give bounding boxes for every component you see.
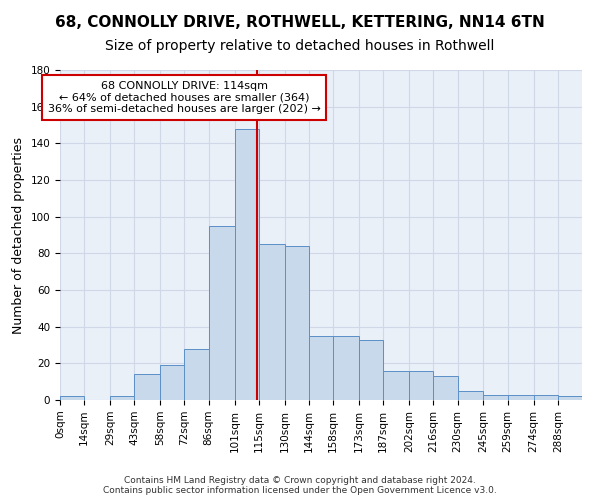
Text: 68, CONNOLLY DRIVE, ROTHWELL, KETTERING, NN14 6TN: 68, CONNOLLY DRIVE, ROTHWELL, KETTERING,… <box>55 15 545 30</box>
Bar <box>160 365 184 400</box>
Bar <box>458 391 484 400</box>
Bar <box>134 374 160 400</box>
Bar <box>184 348 209 400</box>
Bar <box>309 336 333 400</box>
Bar <box>60 396 84 400</box>
Y-axis label: Number of detached properties: Number of detached properties <box>12 136 25 334</box>
Bar <box>285 246 309 400</box>
Bar <box>533 394 558 400</box>
Bar <box>484 394 508 400</box>
Bar <box>433 376 458 400</box>
Bar <box>508 394 533 400</box>
Text: 68 CONNOLLY DRIVE: 114sqm
← 64% of detached houses are smaller (364)
36% of semi: 68 CONNOLLY DRIVE: 114sqm ← 64% of detac… <box>48 81 321 114</box>
Bar <box>110 396 134 400</box>
Text: Contains HM Land Registry data © Crown copyright and database right 2024.
Contai: Contains HM Land Registry data © Crown c… <box>103 476 497 495</box>
Bar <box>259 244 285 400</box>
Bar <box>333 336 359 400</box>
Text: Size of property relative to detached houses in Rothwell: Size of property relative to detached ho… <box>106 39 494 53</box>
Bar <box>209 226 235 400</box>
Bar <box>558 396 582 400</box>
Bar <box>359 340 383 400</box>
Bar <box>409 370 433 400</box>
Bar <box>235 128 259 400</box>
Bar <box>383 370 409 400</box>
